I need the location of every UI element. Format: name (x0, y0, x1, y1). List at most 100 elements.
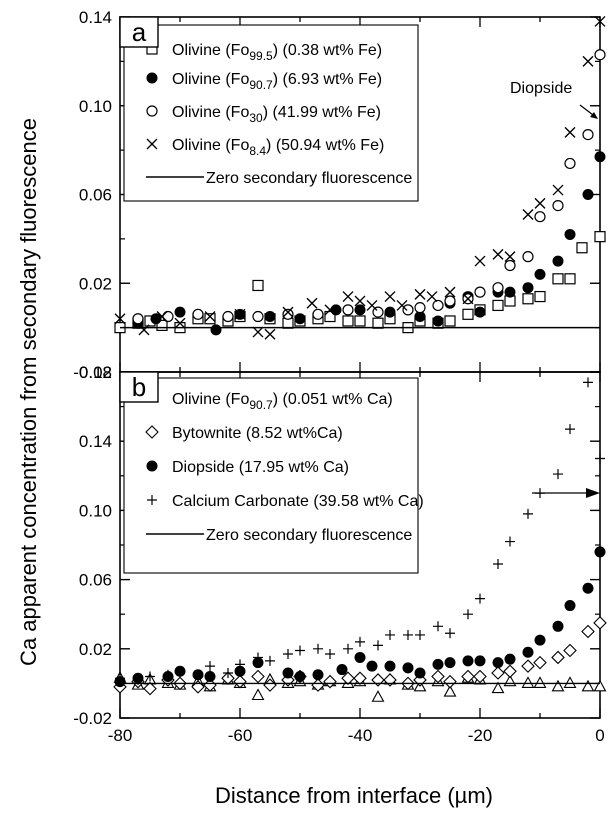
data-point (205, 661, 215, 672)
data-point (492, 248, 504, 260)
legend-label-subscript: 30 (249, 111, 263, 125)
data-point (175, 668, 185, 679)
legend-label: Olivine (Fo90.7) (6.93 wt% Fe) (172, 71, 382, 92)
data-point (324, 310, 336, 323)
data-point (414, 311, 426, 323)
data-point (523, 508, 533, 519)
data-point (342, 304, 354, 316)
data-point (353, 671, 367, 685)
data-point (174, 317, 186, 329)
x-axis: -80 -60 -40 -20 0 (108, 726, 605, 745)
legend: Olivine (Fo99.5) (0.38 wt% Fe)Olivine (F… (123, 24, 419, 202)
x-axis-title: Distance from interface (µm) (215, 783, 493, 808)
data-point (563, 676, 577, 688)
y-tick-label: -0.02 (73, 709, 112, 728)
data-point (251, 688, 265, 701)
legend-label-text: Zero secondary fluorescence (206, 527, 412, 544)
data-point (564, 157, 576, 170)
data-point (521, 676, 535, 688)
data-point (534, 268, 546, 280)
data-point (461, 669, 475, 684)
series-circle-filled (114, 546, 606, 688)
data-point (595, 453, 605, 464)
data-point (373, 640, 383, 651)
data-point (174, 306, 186, 318)
legend-box (123, 24, 419, 202)
data-point (522, 208, 534, 220)
data-point (306, 297, 318, 309)
y-tick-label: 0.10 (79, 501, 112, 520)
legend-label-subscript: 8.4 (249, 144, 266, 158)
data-point (474, 306, 486, 318)
data-point (324, 304, 336, 316)
data-point (234, 308, 246, 320)
data-point (444, 295, 456, 307)
data-point (312, 308, 324, 320)
legend-label-text: Olivine (Fo (172, 391, 249, 408)
y-tick-label: 0.06 (79, 571, 112, 590)
data-point (426, 291, 438, 303)
data-point (522, 646, 534, 658)
data-point (521, 659, 535, 673)
legend-label-rest: ) (41.99 wt% Fe) (263, 104, 381, 121)
data-point (371, 673, 385, 687)
data-point (150, 313, 162, 325)
data-point (325, 648, 335, 659)
legend-marker (146, 105, 158, 117)
data-point (342, 315, 354, 327)
data-point (330, 304, 342, 316)
data-point (221, 671, 235, 685)
data-point (475, 593, 485, 604)
legend-label: Olivine (Fo90.7) (0.051 wt% Ca) (172, 391, 393, 412)
data-point (474, 286, 486, 298)
data-point (522, 282, 534, 294)
y-tick-label: 0.06 (79, 186, 112, 205)
annotation-arrowhead (590, 112, 598, 119)
y-tick-label: 0.18 (79, 363, 112, 382)
data-point (294, 670, 306, 682)
data-point (252, 326, 264, 338)
data-point (265, 655, 275, 666)
data-point (504, 259, 516, 272)
data-point (114, 313, 126, 325)
data-point (552, 255, 564, 267)
legend-label-rest: ) (50.94 wt% Fe) (266, 137, 384, 154)
legend-label: Zero secondary fluorescence (206, 170, 412, 187)
panel-letter-box (119, 371, 159, 403)
data-point (462, 655, 474, 667)
legend-label-text: Olivine (Fo (172, 104, 249, 121)
data-point (341, 671, 355, 685)
legend-label-text: Bytownite (8.52 wt%Ca) (172, 425, 343, 442)
legend-label-rest: ) (0.38 wt% Fe) (273, 42, 382, 59)
legend-label: Diopside (17.95 wt% Ca) (172, 459, 349, 476)
data-point (402, 662, 414, 674)
data-point (282, 667, 294, 679)
x-tick-label: 0 (595, 726, 604, 745)
data-point (551, 679, 565, 692)
data-point (354, 651, 366, 663)
data-point (312, 669, 324, 681)
data-point (294, 313, 306, 325)
data-point (492, 657, 504, 669)
data-point (204, 313, 216, 325)
data-point (366, 660, 378, 672)
y-tick-label: 0.10 (79, 97, 112, 116)
legend-label-text: Calcium Carbonate (39.58 wt% Ca) (172, 493, 424, 510)
data-point (282, 308, 294, 320)
data-point (552, 199, 564, 212)
data-point (355, 636, 365, 647)
data-point (336, 664, 348, 676)
data-point (384, 306, 396, 318)
legend-marker (146, 138, 158, 150)
legend-marker (147, 495, 157, 505)
data-point (210, 324, 222, 336)
data-point (594, 546, 606, 558)
x-tick-label: -80 (108, 726, 133, 745)
legend-label-rest: ) (6.93 wt% Fe) (273, 71, 382, 88)
x-tick-label: -40 (348, 726, 373, 745)
data-point (204, 311, 216, 323)
data-point (162, 310, 174, 323)
data-point (192, 308, 204, 320)
